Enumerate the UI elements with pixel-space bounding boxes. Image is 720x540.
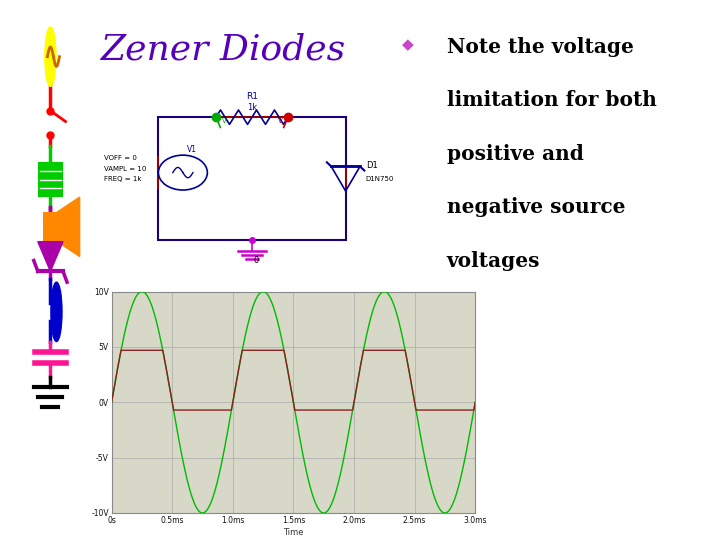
Bar — [158, 117, 346, 240]
Text: VAMPL = 10: VAMPL = 10 — [104, 166, 146, 172]
Text: 0: 0 — [253, 256, 259, 265]
Text: V1: V1 — [187, 145, 197, 154]
Text: 1k: 1k — [247, 103, 257, 112]
Text: FREQ = 1k: FREQ = 1k — [104, 176, 141, 182]
Text: D1N750: D1N750 — [366, 176, 394, 182]
Circle shape — [45, 27, 56, 86]
Circle shape — [158, 155, 207, 190]
Text: R1: R1 — [246, 92, 258, 101]
Text: limitation for both: limitation for both — [446, 90, 657, 110]
Text: Zener Diodes: Zener Diodes — [101, 33, 346, 66]
Bar — [38, 162, 63, 197]
Text: ◆: ◆ — [402, 37, 414, 52]
Circle shape — [51, 282, 62, 341]
Text: D1: D1 — [366, 161, 377, 171]
Text: Note the voltage: Note the voltage — [446, 37, 634, 57]
Text: V: V — [277, 118, 282, 124]
Text: voltages: voltages — [446, 251, 540, 271]
Text: V: V — [222, 118, 227, 124]
Text: positive and: positive and — [446, 144, 584, 164]
X-axis label: Time: Time — [283, 528, 304, 537]
Polygon shape — [38, 241, 63, 271]
Text: VOFF = 0: VOFF = 0 — [104, 156, 137, 161]
Text: negative source: negative source — [446, 197, 625, 217]
Bar — [43, 212, 58, 241]
Polygon shape — [58, 197, 80, 256]
